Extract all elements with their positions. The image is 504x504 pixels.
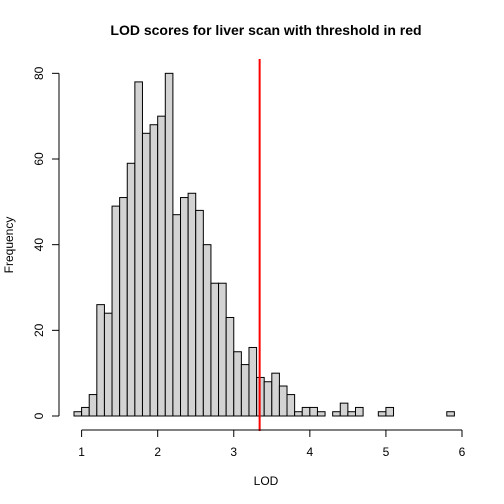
histogram-bar bbox=[263, 381, 273, 417]
histogram-bar bbox=[134, 81, 143, 417]
y-tick-label: 60 bbox=[32, 152, 46, 166]
histogram-bar bbox=[96, 304, 105, 417]
x-axis-label: LOD bbox=[254, 474, 279, 488]
histogram-bar bbox=[301, 406, 311, 417]
histogram-bar bbox=[332, 411, 341, 417]
x-tick-label: 6 bbox=[459, 445, 466, 459]
histogram-bar bbox=[88, 394, 98, 417]
y-axis: 0 20 40 60 80 bbox=[32, 66, 60, 419]
y-tick-label: 20 bbox=[32, 323, 46, 337]
histogram-bar bbox=[195, 209, 204, 417]
histogram-bar bbox=[187, 192, 197, 417]
histogram-bars bbox=[73, 72, 455, 417]
histogram-bar bbox=[354, 406, 364, 417]
x-tick-label: 2 bbox=[154, 445, 161, 459]
histogram-bar bbox=[210, 282, 220, 417]
x-tick-label: 3 bbox=[230, 445, 237, 459]
y-axis-label: Frequency bbox=[2, 217, 16, 274]
histogram-bar bbox=[180, 197, 189, 417]
x-axis: 1 2 3 4 5 6 bbox=[78, 429, 466, 459]
histogram-bar bbox=[202, 244, 212, 417]
histogram-bar bbox=[309, 406, 318, 417]
histogram-bar bbox=[164, 72, 174, 417]
histogram-bar bbox=[157, 115, 166, 417]
histogram-bar bbox=[446, 411, 455, 417]
histogram-bar bbox=[225, 316, 235, 417]
y-tick-label: 40 bbox=[32, 238, 46, 252]
histogram-bar bbox=[233, 351, 242, 417]
y-tick-label: 80 bbox=[32, 66, 46, 80]
histogram-bar bbox=[271, 372, 280, 417]
histogram-bar bbox=[248, 346, 258, 417]
x-tick-label: 5 bbox=[383, 445, 390, 459]
histogram-bar bbox=[385, 406, 395, 417]
histogram-bar bbox=[73, 411, 83, 417]
histogram-bar bbox=[218, 282, 227, 417]
histogram-bar bbox=[339, 402, 349, 417]
histogram-bar bbox=[141, 132, 151, 417]
histogram-bar bbox=[377, 411, 387, 417]
histogram-bar bbox=[111, 205, 121, 417]
histogram-bar bbox=[278, 385, 288, 417]
histogram-bar bbox=[316, 411, 326, 417]
histogram-bar bbox=[149, 124, 159, 417]
histogram-bar bbox=[240, 364, 250, 417]
histogram-bar bbox=[347, 411, 356, 417]
y-tick-label: 0 bbox=[32, 412, 46, 419]
x-tick-label: 1 bbox=[78, 445, 85, 459]
chart-title: LOD scores for liver scan with threshold… bbox=[110, 22, 421, 38]
x-tick-label: 4 bbox=[306, 445, 313, 459]
histogram-bar bbox=[119, 197, 128, 417]
histogram-bar bbox=[103, 312, 113, 417]
histogram-bar bbox=[172, 214, 182, 417]
histogram-bar bbox=[126, 162, 136, 417]
histogram-bar bbox=[81, 406, 90, 417]
histogram-bar bbox=[286, 394, 296, 417]
histogram-bar bbox=[294, 411, 303, 417]
